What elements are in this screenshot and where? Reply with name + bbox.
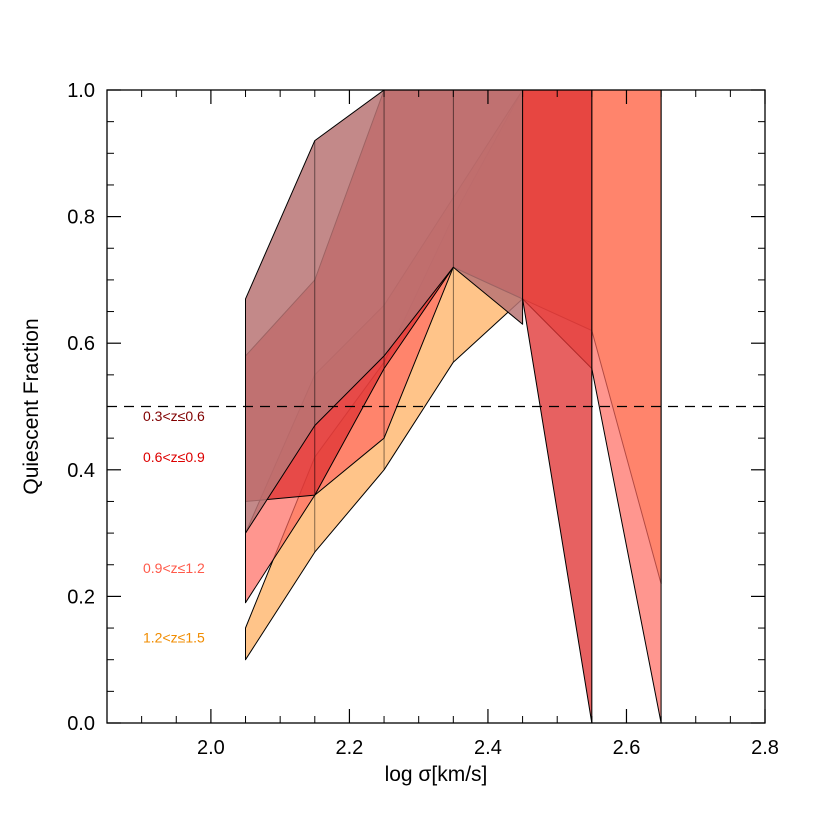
legend-label: 1.2<z≤1.5: [143, 630, 205, 646]
y-tick-label: 0.6: [67, 333, 95, 355]
y-tick-label: 1.0: [67, 80, 95, 102]
y-tick-label: 0.0: [67, 713, 95, 735]
x-tick-label: 2.6: [613, 737, 641, 759]
legend: 0.3<z≤0.6 0.6<z≤0.9 0.9<z≤1.2 1.2<z≤1.5: [143, 408, 205, 646]
axis-ticks: [107, 89, 766, 724]
x-tick-label: 2.2: [336, 737, 364, 759]
legend-label: 0.6<z≤0.9: [143, 449, 205, 465]
y-tick-label: 0.8: [67, 207, 95, 229]
legend-label: 0.3<z≤0.6: [143, 408, 205, 424]
y-tick-label: 0.4: [67, 460, 95, 482]
x-tick-label: 2.4: [474, 737, 502, 759]
tick-labels: 2.0 2.2 2.4 2.6 2.8 0.0 0.2 0.4 0.6 0.8 1.0: [67, 80, 779, 759]
legend-label: 0.9<z≤1.2: [143, 560, 205, 576]
x-tick-label: 2.0: [197, 737, 225, 759]
y-tick-label: 0.2: [67, 586, 95, 608]
x-axis-label: log σ[km/s]: [385, 763, 488, 786]
confidence-bands: [245, 89, 662, 724]
y-axis-label: Quiescent Fraction: [20, 318, 43, 494]
x-tick-label: 2.8: [751, 737, 779, 759]
